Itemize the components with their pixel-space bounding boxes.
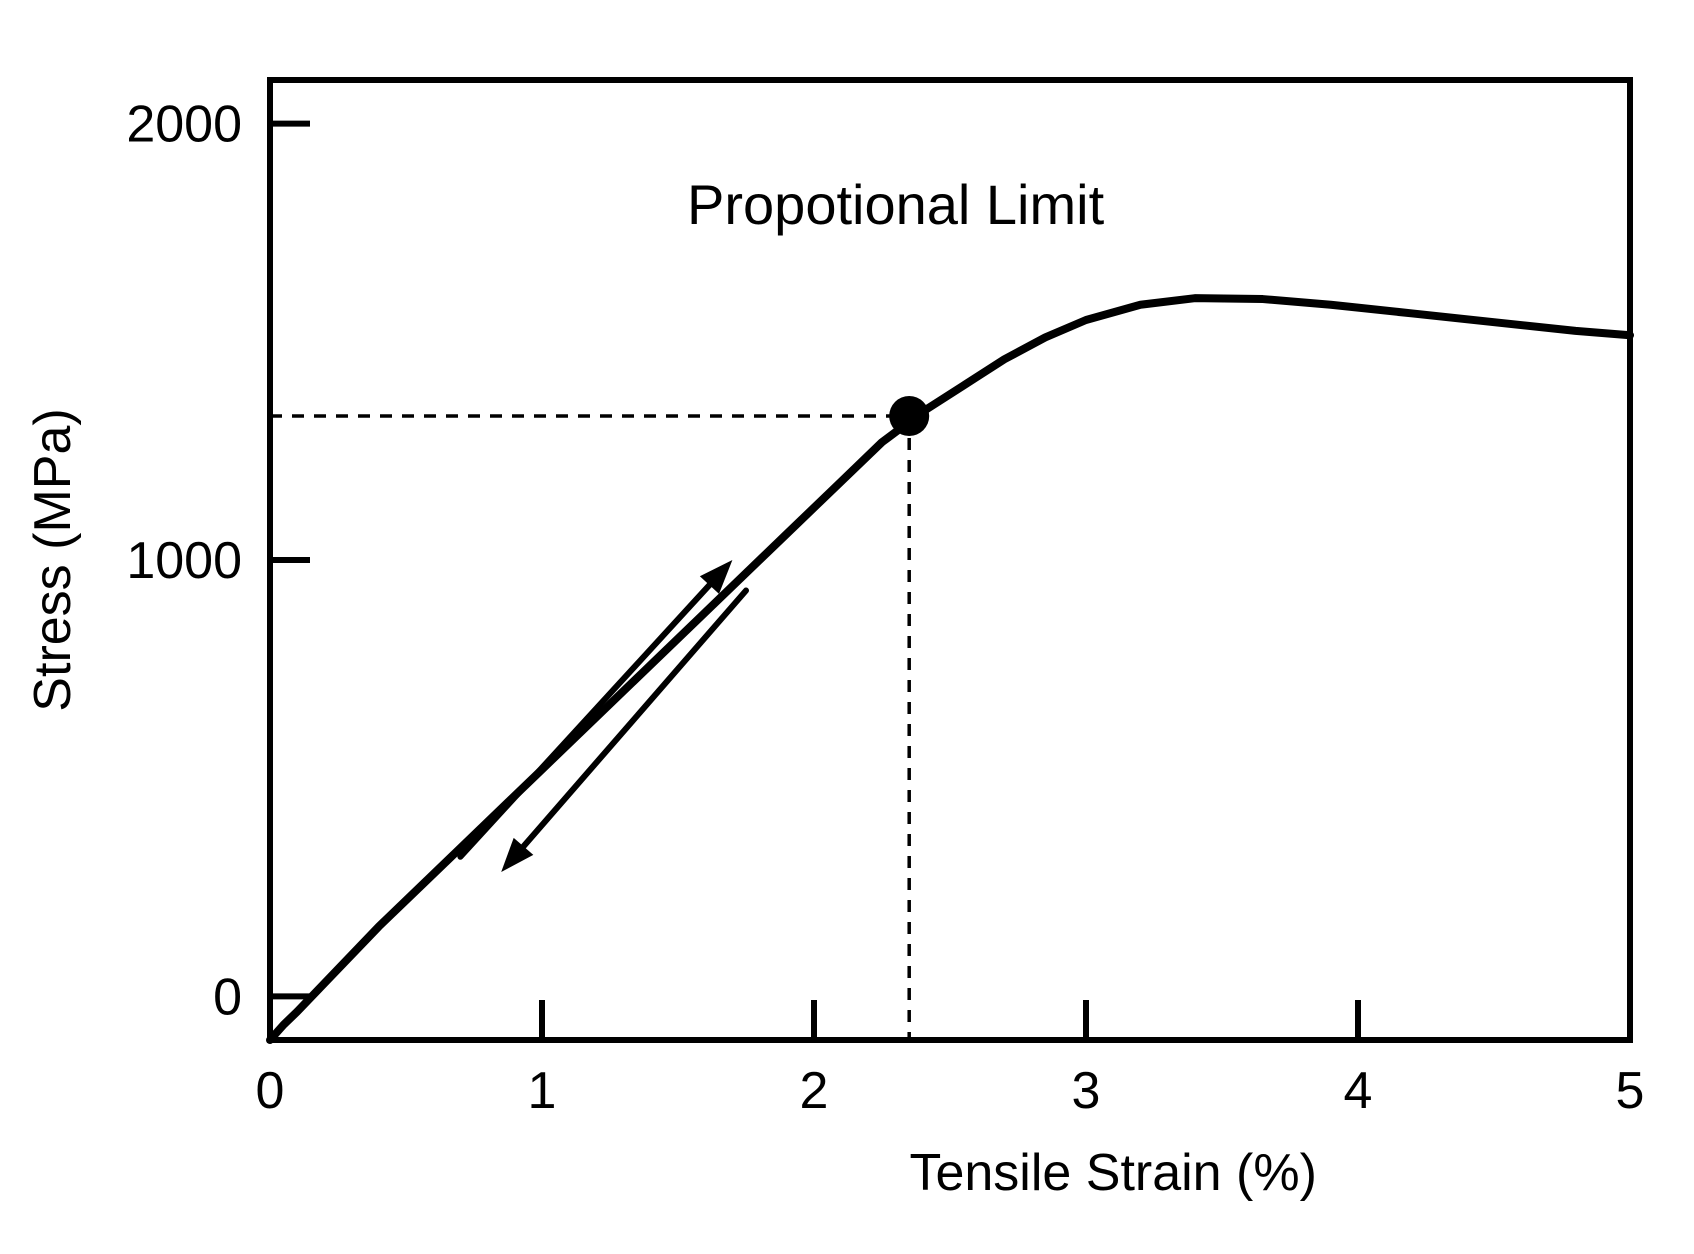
y-axis-label: Stress (MPa) bbox=[24, 408, 82, 711]
chart-svg: 0 1 2 3 4 5 0 1000 2000 Tensile Strain (%) Stress … bbox=[0, 0, 1694, 1254]
x-tick-label: 0 bbox=[256, 1062, 285, 1120]
stress-strain-chart: 0 1 2 3 4 5 0 1000 2000 Tensile Strain (%) Stress … bbox=[0, 0, 1694, 1254]
x-tick-label: 1 bbox=[528, 1062, 557, 1120]
y-tick-label: 1000 bbox=[126, 532, 242, 590]
x-tick-label: 2 bbox=[800, 1062, 829, 1120]
x-tick-label: 3 bbox=[1072, 1062, 1101, 1120]
x-axis-label: Tensile Strain (%) bbox=[909, 1144, 1316, 1202]
proportional-limit-marker bbox=[889, 396, 929, 436]
y-tick-label: 0 bbox=[213, 968, 242, 1026]
x-tick-label: 5 bbox=[1616, 1062, 1645, 1120]
x-tick-label: 4 bbox=[1344, 1062, 1373, 1120]
proportional-limit-label: Propotional Limit bbox=[687, 173, 1105, 236]
y-tick-label: 2000 bbox=[126, 96, 242, 154]
